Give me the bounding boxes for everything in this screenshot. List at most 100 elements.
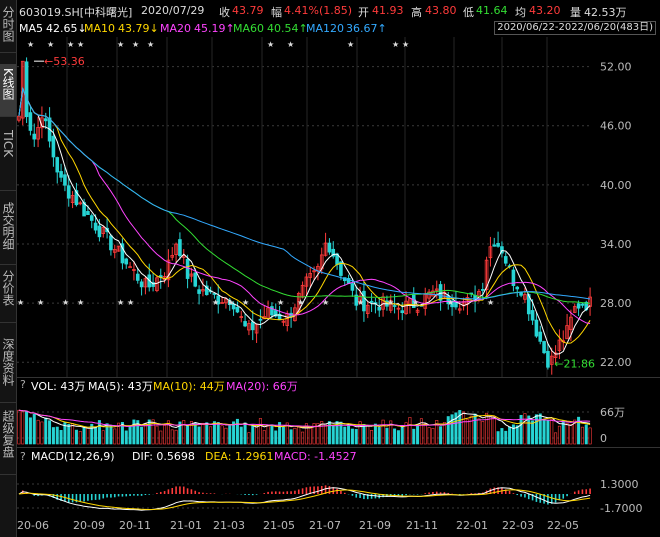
- candle: [109, 235, 113, 251]
- help-icon[interactable]: ?: [20, 378, 26, 391]
- volume-bar: [243, 422, 247, 445]
- volume-bar: [235, 418, 239, 445]
- volume-bar: [97, 420, 101, 445]
- volume-bar: [232, 421, 236, 445]
- volume-bar: [117, 422, 121, 445]
- candle: [450, 300, 454, 308]
- candle: [28, 112, 33, 131]
- candle: [312, 270, 316, 273]
- volume-bar: [324, 423, 328, 445]
- volume-chart[interactable]: 66万 0: [17, 394, 660, 446]
- volume-bar: [220, 425, 224, 445]
- volume-bar: [67, 424, 71, 445]
- x-tick: 21-11: [406, 519, 438, 532]
- volume-bar: [462, 411, 466, 445]
- candle: [488, 246, 493, 259]
- price-axis-label: 40.00: [600, 179, 632, 192]
- ma-line-10: [18, 86, 591, 344]
- candle: [116, 245, 121, 252]
- volume-bar: [136, 420, 140, 445]
- x-tick: 21-01: [170, 519, 202, 532]
- candle: [542, 341, 546, 354]
- vol-axis-bottom: 0: [600, 432, 607, 445]
- candle: [70, 195, 75, 203]
- volume-bar: [485, 412, 489, 445]
- vol-label: 量: [570, 6, 581, 19]
- event-star: ★: [412, 298, 419, 307]
- candle: [55, 157, 60, 173]
- volume-bar: [151, 419, 155, 445]
- candle: [235, 306, 240, 313]
- x-tick: 21-03: [213, 519, 245, 532]
- candle: [43, 118, 48, 122]
- change-value: 4.41%(1.85): [284, 4, 353, 17]
- candle: [442, 291, 447, 300]
- open-value: 41.93: [372, 4, 404, 17]
- volume-bar: [554, 432, 558, 445]
- volume-bar: [446, 416, 450, 445]
- volume-bar: [36, 419, 40, 445]
- price-axis-label: 34.00: [600, 238, 632, 251]
- tab-price-table[interactable]: 分价表: [0, 266, 16, 323]
- volume-bar: [293, 427, 297, 445]
- candle: [112, 249, 117, 253]
- tab-depth-data[interactable]: 深度资料: [0, 334, 16, 403]
- candle: [576, 303, 581, 309]
- candle: [569, 316, 573, 330]
- volume-bar: [416, 425, 420, 445]
- ma-line-5: [18, 86, 591, 355]
- ma-legend: MA5 42.65↓ MA10 43.79↓ MA20 45.19↑ MA60 …: [17, 20, 660, 35]
- candle: [580, 303, 585, 306]
- tab-timeshare[interactable]: 分时图: [0, 2, 16, 53]
- volume-bar: [201, 422, 205, 445]
- volume-bar: [584, 424, 588, 445]
- macd-chart[interactable]: 1.3000 -1.7000: [17, 464, 660, 516]
- vol-ma10-label: MA(10): 44万: [153, 380, 225, 393]
- volume-bar: [224, 427, 228, 445]
- volume-bar: [155, 425, 159, 445]
- volume-bar: [51, 427, 55, 445]
- candle: [538, 331, 543, 342]
- candle: [557, 339, 562, 351]
- volume-bar: [278, 422, 282, 445]
- candle: [350, 283, 355, 291]
- candle: [74, 190, 79, 206]
- volume-bar: [519, 414, 523, 445]
- tab-trade-detail[interactable]: 成交明细: [0, 198, 16, 265]
- event-star: ★: [212, 298, 219, 307]
- x-axis: 20-06 20-09 20-11 21-01 21-03 21-05 21-0…: [17, 516, 660, 537]
- kline-chart[interactable]: 52.00 46.00 40.00 34.00 28.00 22.00 ←53.36 ←21.…: [17, 37, 660, 377]
- volume-bar: [189, 421, 193, 445]
- tab-kline[interactable]: K线图: [0, 64, 16, 117]
- volume-bar: [90, 423, 94, 445]
- volume-bar: [301, 431, 305, 445]
- event-star: ★: [117, 298, 124, 307]
- divider: [17, 377, 660, 378]
- candle: [369, 300, 374, 303]
- event-star: ★: [242, 298, 249, 307]
- ma-line-70: [18, 86, 591, 300]
- ma120-label: MA120: [306, 22, 345, 35]
- volume-bar: [354, 429, 358, 445]
- avg-value: 43.20: [529, 4, 561, 17]
- volume-bar: [473, 413, 477, 445]
- help-icon[interactable]: ?: [20, 450, 26, 463]
- date-range-selector[interactable]: 2020/06/22-2022/06/20(483日): [494, 21, 656, 35]
- event-star: ★: [347, 40, 354, 49]
- tab-tick[interactable]: TICK: [0, 126, 16, 191]
- vol-axis-top: 66万: [600, 406, 625, 419]
- vol-ma5-label: MA(5): 43万: [88, 380, 153, 393]
- change-label: 幅: [271, 6, 282, 19]
- tab-super-review[interactable]: 超级复盘: [0, 406, 16, 475]
- volume-bar: [209, 426, 213, 445]
- dif-line: [18, 487, 591, 511]
- price-axis-label: 28.00: [600, 297, 632, 310]
- event-star: ★: [447, 298, 454, 307]
- volume-bar: [320, 421, 324, 445]
- event-star: ★: [27, 40, 34, 49]
- ma20-value: 45.19↑: [194, 22, 235, 35]
- event-star: ★: [132, 40, 139, 49]
- volume-bar: [55, 426, 59, 445]
- volume-bar: [101, 430, 105, 445]
- event-star: ★: [387, 298, 394, 307]
